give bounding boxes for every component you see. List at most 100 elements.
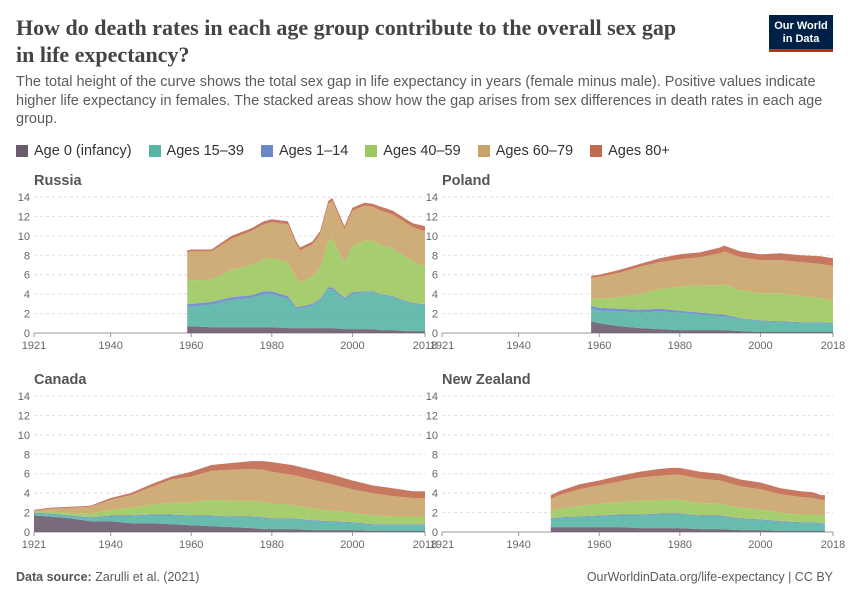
area-ages-60-79 bbox=[34, 468, 425, 517]
legend-label: Ages 40–59 bbox=[383, 143, 461, 159]
x-tick-label: 2000 bbox=[748, 340, 772, 352]
x-tick-label: 1921 bbox=[22, 340, 46, 352]
y-tick-label: 6 bbox=[432, 469, 438, 481]
x-tick-label: 1940 bbox=[98, 539, 122, 551]
y-tick-label: 14 bbox=[18, 391, 30, 403]
y-tick-label: 14 bbox=[426, 391, 438, 403]
area-ages-1-14 bbox=[187, 287, 425, 309]
y-tick-label: 6 bbox=[24, 270, 30, 282]
y-tick-label: 10 bbox=[426, 231, 438, 243]
chart-subtitle: The total height of the curve shows the … bbox=[16, 74, 823, 127]
y-tick-label: 12 bbox=[18, 211, 30, 223]
legend: Age 0 (infancy) Ages 15–39 Ages 1–14 Age… bbox=[16, 141, 687, 161]
legend-item-15-39[interactable]: Ages 15–39 bbox=[148, 143, 244, 159]
x-tick-label: 2018 bbox=[821, 539, 845, 551]
data-source: Data source: Zarulli et al. (2021) bbox=[16, 570, 199, 584]
x-tick-label: 1980 bbox=[260, 539, 284, 551]
logo-line-1: Our World bbox=[774, 20, 828, 32]
panel-title: Canada bbox=[34, 372, 87, 388]
panel-title: New Zealand bbox=[442, 372, 531, 388]
area-ages-1-14 bbox=[550, 513, 825, 525]
legend-swatch bbox=[148, 145, 161, 157]
data-source-label: Data source: bbox=[16, 570, 92, 584]
area-ages-1-14 bbox=[34, 512, 425, 526]
y-tick-label: 12 bbox=[18, 410, 30, 422]
x-tick-label: 1960 bbox=[179, 539, 203, 551]
x-tick-label: 1940 bbox=[506, 340, 530, 352]
y-tick-label: 10 bbox=[426, 430, 438, 442]
x-tick-label: 1980 bbox=[668, 340, 692, 352]
y-tick-label: 8 bbox=[24, 250, 30, 262]
y-tick-label: 6 bbox=[24, 469, 30, 481]
y-tick-label: 8 bbox=[432, 250, 438, 262]
legend-item-infancy[interactable]: Age 0 (infancy) bbox=[16, 143, 132, 159]
area-ages-15-39 bbox=[550, 514, 825, 531]
y-tick-label: 8 bbox=[24, 449, 30, 461]
legend-swatch bbox=[590, 145, 603, 157]
x-tick-label: 1980 bbox=[260, 340, 284, 352]
area-age-0-infancy- bbox=[550, 527, 825, 532]
legend-item-40-59[interactable]: Ages 40–59 bbox=[365, 143, 461, 159]
legend-label: Age 0 (infancy) bbox=[34, 143, 132, 159]
area-ages-80- bbox=[550, 467, 825, 500]
legend-swatch bbox=[365, 145, 378, 157]
area-age-0-infancy- bbox=[591, 321, 833, 333]
area-ages-1-14 bbox=[591, 305, 833, 325]
x-tick-label: 1960 bbox=[179, 340, 203, 352]
logo-line-2: in Data bbox=[782, 33, 820, 45]
y-tick-label: 10 bbox=[18, 231, 30, 243]
x-tick-label: 1940 bbox=[506, 539, 530, 551]
y-tick-label: 0 bbox=[432, 328, 438, 340]
y-tick-label: 0 bbox=[432, 527, 438, 539]
legend-item-1-14[interactable]: Ages 1–14 bbox=[260, 143, 349, 159]
x-tick-label: 1980 bbox=[668, 539, 692, 551]
legend-item-60-79[interactable]: Ages 60–79 bbox=[477, 143, 574, 159]
y-tick-label: 4 bbox=[432, 289, 438, 301]
x-tick-label: 2018 bbox=[413, 539, 437, 551]
area-ages-60-79 bbox=[550, 474, 825, 516]
legend-swatch bbox=[260, 145, 273, 157]
panel-russia: Russia 0 2 4 6 8 10 12 14 1921 1940 1960 1980 2000 201… bbox=[18, 173, 437, 352]
x-tick-label: 1921 bbox=[430, 340, 454, 352]
x-tick-label: 2018 bbox=[821, 340, 845, 352]
x-tick-label: 2000 bbox=[340, 340, 364, 352]
x-tick-label: 2000 bbox=[748, 539, 772, 551]
y-tick-label: 6 bbox=[432, 270, 438, 282]
legend-label: Ages 15–39 bbox=[166, 143, 244, 159]
legend-label: Ages 1–14 bbox=[278, 143, 349, 159]
y-tick-label: 2 bbox=[24, 309, 30, 321]
legend-item-80-plus[interactable]: Ages 80+ bbox=[590, 143, 670, 159]
footer-credit[interactable]: OurWorldinData.org/life-expectancy | CC … bbox=[586, 570, 833, 584]
area-ages-40-59 bbox=[550, 499, 825, 524]
area-ages-15-39 bbox=[34, 513, 425, 531]
area-age-0-infancy- bbox=[34, 515, 425, 532]
legend-swatch bbox=[16, 145, 28, 157]
area-ages-60-79 bbox=[187, 200, 425, 283]
panel-title: Poland bbox=[442, 173, 490, 189]
y-tick-label: 2 bbox=[432, 508, 438, 520]
y-tick-label: 12 bbox=[426, 410, 438, 422]
y-tick-label: 2 bbox=[24, 508, 30, 520]
panel-poland: Poland 0 2 4 6 8 10 12 14 1921 1940 1960 1980 2000 201… bbox=[426, 173, 845, 352]
x-tick-label: 1960 bbox=[587, 539, 611, 551]
y-tick-label: 4 bbox=[24, 289, 30, 301]
owid-logo[interactable]: Our World in Data bbox=[769, 15, 833, 52]
area-ages-15-39 bbox=[187, 289, 425, 332]
x-tick-label: 2018 bbox=[413, 340, 437, 352]
x-tick-label: 1940 bbox=[98, 340, 122, 352]
y-tick-label: 14 bbox=[18, 192, 30, 204]
y-tick-label: 12 bbox=[426, 211, 438, 223]
chart-title: How do death rates in each age group con… bbox=[16, 15, 677, 67]
legend-label: Ages 60–79 bbox=[495, 143, 574, 159]
x-tick-label: 2000 bbox=[340, 539, 364, 551]
area-ages-40-59 bbox=[591, 284, 833, 324]
y-tick-label: 4 bbox=[432, 488, 438, 500]
y-tick-label: 14 bbox=[426, 192, 438, 204]
y-tick-label: 0 bbox=[24, 527, 30, 539]
y-tick-label: 4 bbox=[24, 488, 30, 500]
panel-title: Russia bbox=[34, 173, 82, 189]
area-ages-40-59 bbox=[34, 499, 425, 525]
y-tick-label: 8 bbox=[432, 449, 438, 461]
